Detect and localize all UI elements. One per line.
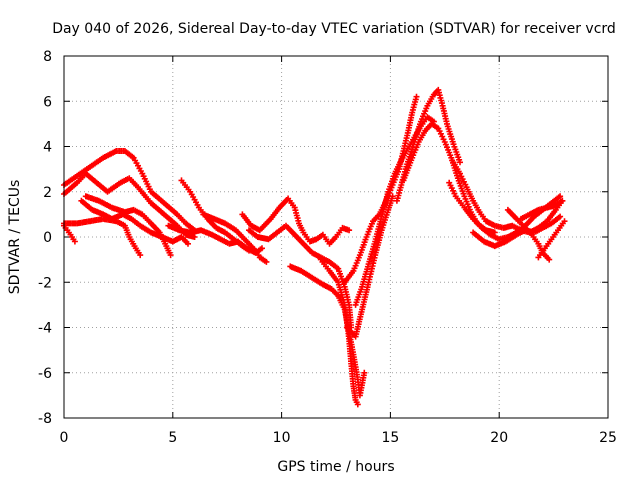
x-tick-label: 15	[381, 430, 399, 446]
series-track-6	[78, 197, 191, 247]
series-track-8	[200, 211, 270, 265]
series-markers	[200, 211, 270, 265]
x-tick-label: 10	[273, 430, 291, 446]
series-track-14	[343, 193, 396, 340]
series-markers	[535, 218, 568, 261]
series-markers	[165, 222, 265, 256]
y-tick-label: -6	[38, 366, 52, 382]
y-tick-label: 4	[43, 140, 52, 156]
x-tick-labels: 0 5 10 15 20 25	[60, 430, 617, 446]
series-markers	[78, 197, 191, 247]
y-tick-label: -4	[38, 321, 52, 337]
series-markers	[341, 93, 420, 286]
series-track-24	[535, 218, 568, 261]
y-axis-label: SDTVAR / TECUs	[7, 180, 23, 295]
series-markers	[239, 195, 353, 247]
series-track-5	[82, 193, 174, 259]
series-track-9	[165, 222, 265, 256]
series-track-10	[239, 195, 353, 247]
series-markers	[518, 197, 566, 222]
chart-title: Day 040 of 2026, Sidereal Day-to-day VTE…	[52, 21, 616, 37]
series-track-11	[246, 222, 355, 331]
x-tick-label: 0	[60, 430, 69, 446]
series-markers	[246, 222, 355, 331]
series-track-22	[504, 206, 553, 263]
y-tick-label: 8	[43, 49, 52, 65]
x-tick-label: 25	[599, 430, 617, 446]
series-markers	[343, 193, 396, 340]
series-track-15	[341, 93, 420, 286]
series-markers	[82, 193, 174, 259]
y-tick-label: -2	[38, 275, 52, 291]
y-tick-label: -8	[38, 411, 52, 427]
y-tick-label: 0	[43, 230, 52, 246]
series-markers	[504, 206, 553, 263]
plot-frame	[63, 55, 609, 419]
x-axis-label: GPS time / hours	[277, 459, 394, 475]
series-track-13	[317, 256, 361, 408]
y-tick-label: 2	[43, 185, 52, 201]
series-track-16	[352, 114, 437, 308]
series-markers	[352, 114, 437, 308]
x-tick-label: 20	[490, 430, 508, 446]
y-tick-labels: -8 -6 -4 -2 0 2 4 6 8	[38, 49, 52, 427]
series-track-23	[518, 197, 566, 222]
x-tick-label: 5	[168, 430, 177, 446]
y-tick-label: 6	[43, 94, 52, 110]
series-markers	[317, 256, 361, 408]
data-series	[61, 86, 568, 408]
